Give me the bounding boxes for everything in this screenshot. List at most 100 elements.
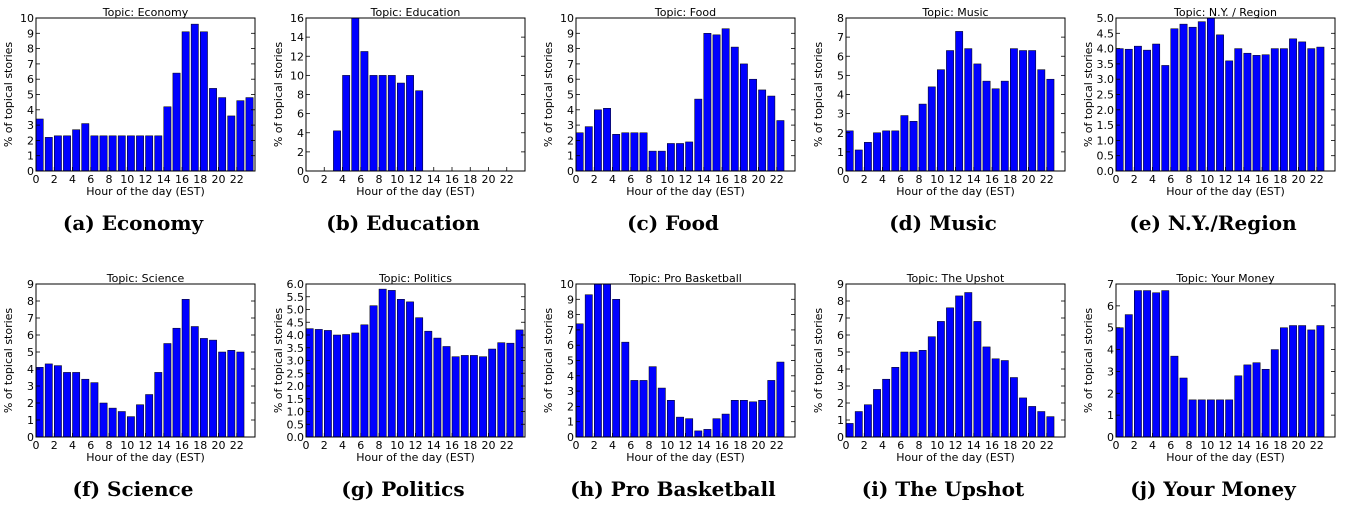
- x-tick-label: 22: [770, 439, 784, 452]
- x-tick-label: 10: [1200, 439, 1214, 452]
- x-axis-label: Hour of the day (EST): [356, 451, 475, 464]
- bar-hour-16: [181, 299, 190, 438]
- y-axis-label: % of topical stories: [272, 42, 285, 148]
- y-tick-label: 6: [27, 329, 34, 342]
- x-tick-label: 8: [106, 173, 113, 186]
- bar-hour-17: [1000, 360, 1009, 438]
- x-tick-label: 22: [770, 173, 784, 186]
- bar-hour-20: [758, 89, 767, 172]
- y-tick-label: 8: [27, 43, 34, 56]
- x-tick-label: 8: [646, 173, 653, 186]
- bar-hour-18: [200, 31, 208, 172]
- bar-hour-10: [667, 400, 675, 438]
- bar-hour-22: [236, 351, 245, 438]
- x-tick-label: 6: [87, 439, 94, 452]
- subfigure-caption: (f) Science: [72, 477, 194, 501]
- bar-hour-4: [882, 378, 891, 438]
- y-tick-label: 2: [297, 146, 304, 159]
- x-tick-label: 8: [916, 439, 923, 452]
- chart-title: Topic: The Upshot: [906, 272, 1005, 285]
- y-tick-label: 8: [567, 43, 574, 56]
- x-tick-label: 12: [949, 173, 963, 186]
- y-tick-label: 2.5: [1097, 89, 1115, 102]
- y-tick-label: 2: [567, 134, 574, 147]
- bar-hour-14: [433, 337, 442, 438]
- bar-hour-23: [245, 97, 254, 172]
- bar-hour-12: [1225, 60, 1234, 172]
- bar-hour-18: [1010, 48, 1018, 172]
- bar-hour-2: [324, 330, 332, 438]
- x-tick-label: 4: [879, 439, 886, 452]
- bar-hour-15: [1252, 362, 1261, 438]
- x-tick-label: 22: [500, 173, 514, 186]
- y-tick-label: 1.5: [1097, 119, 1115, 132]
- bar-hour-16: [1261, 368, 1270, 438]
- bar-hour-13: [694, 430, 703, 438]
- x-tick-label: 0: [33, 173, 40, 186]
- bar-hour-3: [63, 372, 71, 438]
- x-tick-label: 6: [87, 173, 94, 186]
- bar-hour-7: [909, 351, 918, 438]
- bar-hour-8: [918, 103, 927, 172]
- bar-hour-13: [1234, 375, 1243, 438]
- bar-hour-2: [594, 283, 602, 438]
- y-tick-label: 4.0: [1097, 43, 1115, 56]
- x-tick-label: 18: [193, 439, 207, 452]
- bar-hour-8: [648, 366, 657, 438]
- y-tick-label: 10: [560, 278, 574, 291]
- bar-hour-18: [740, 63, 748, 172]
- y-tick-label: 0.5: [287, 418, 305, 431]
- bar-hour-5: [621, 341, 630, 438]
- bar-hour-9: [927, 336, 936, 438]
- bar-hour-6: [1170, 28, 1179, 172]
- y-tick-label: 4: [1107, 344, 1114, 357]
- bar-hour-17: [1000, 80, 1009, 172]
- x-tick-label: 12: [679, 439, 693, 452]
- y-axis-label: % of topical stories: [542, 42, 555, 148]
- bar-hour-18: [1010, 377, 1018, 438]
- bar-hour-10: [397, 299, 405, 438]
- y-tick-label: 2: [27, 397, 34, 410]
- bar-hour-13: [964, 292, 973, 438]
- chart-svg: 0.0 0.5 1.0 1.5 2.0 2.5 3.0 3.5 4.0 4.5 5.0 0 2 4 6 8 10…: [1082, 6, 1336, 198]
- x-axis-label: Hour of the day (EST): [626, 451, 745, 464]
- bar-hour-20: [1298, 325, 1307, 438]
- bar-hour-20: [758, 400, 767, 438]
- bar-hour-9: [657, 150, 666, 172]
- y-tick-label: 5: [837, 346, 844, 359]
- bar-hour-22: [506, 342, 515, 438]
- x-tick-label: 12: [1219, 173, 1233, 186]
- bar-hour-22: [776, 120, 785, 172]
- bar-hour-19: [479, 356, 487, 438]
- bar-hour-11: [1216, 399, 1224, 438]
- x-tick-label: 4: [339, 439, 346, 452]
- x-tick-label: 0: [33, 439, 40, 452]
- chart-panel-7: 0 1 2 3 4 5 6 7 8 9 10 0 2 4 6 8 10 12 14 16 18 20 22 Topic: Pr…: [542, 268, 804, 518]
- bar-hour-1: [584, 294, 593, 438]
- bar-hour-7: [369, 305, 378, 438]
- x-tick-label: 0: [573, 173, 580, 186]
- x-tick-label: 14: [697, 439, 711, 452]
- y-tick-label: 9: [837, 278, 844, 291]
- x-tick-label: 10: [930, 439, 944, 452]
- bar-hour-13: [1234, 48, 1243, 172]
- x-tick-label: 18: [1003, 173, 1017, 186]
- chart-title: Topic: Music: [921, 6, 988, 19]
- bar-hour-0: [845, 130, 854, 172]
- bar-hour-2: [1134, 290, 1142, 438]
- y-tick-label: 12: [290, 50, 304, 63]
- y-tick-label: 3: [837, 108, 844, 121]
- y-tick-label: 7: [837, 312, 844, 325]
- x-tick-label: 12: [139, 173, 153, 186]
- bar-hour-4: [342, 75, 351, 172]
- y-tick-label: 4: [837, 363, 844, 376]
- x-tick-label: 6: [627, 439, 634, 452]
- subfigure-caption: (j) Your Money: [1130, 477, 1296, 501]
- x-tick-label: 16: [175, 173, 189, 186]
- y-tick-label: 1: [1107, 409, 1114, 422]
- bar-hour-3: [333, 130, 341, 172]
- y-tick-label: 2: [837, 127, 844, 140]
- bar-hour-22: [236, 100, 245, 172]
- bar-hour-11: [406, 75, 414, 172]
